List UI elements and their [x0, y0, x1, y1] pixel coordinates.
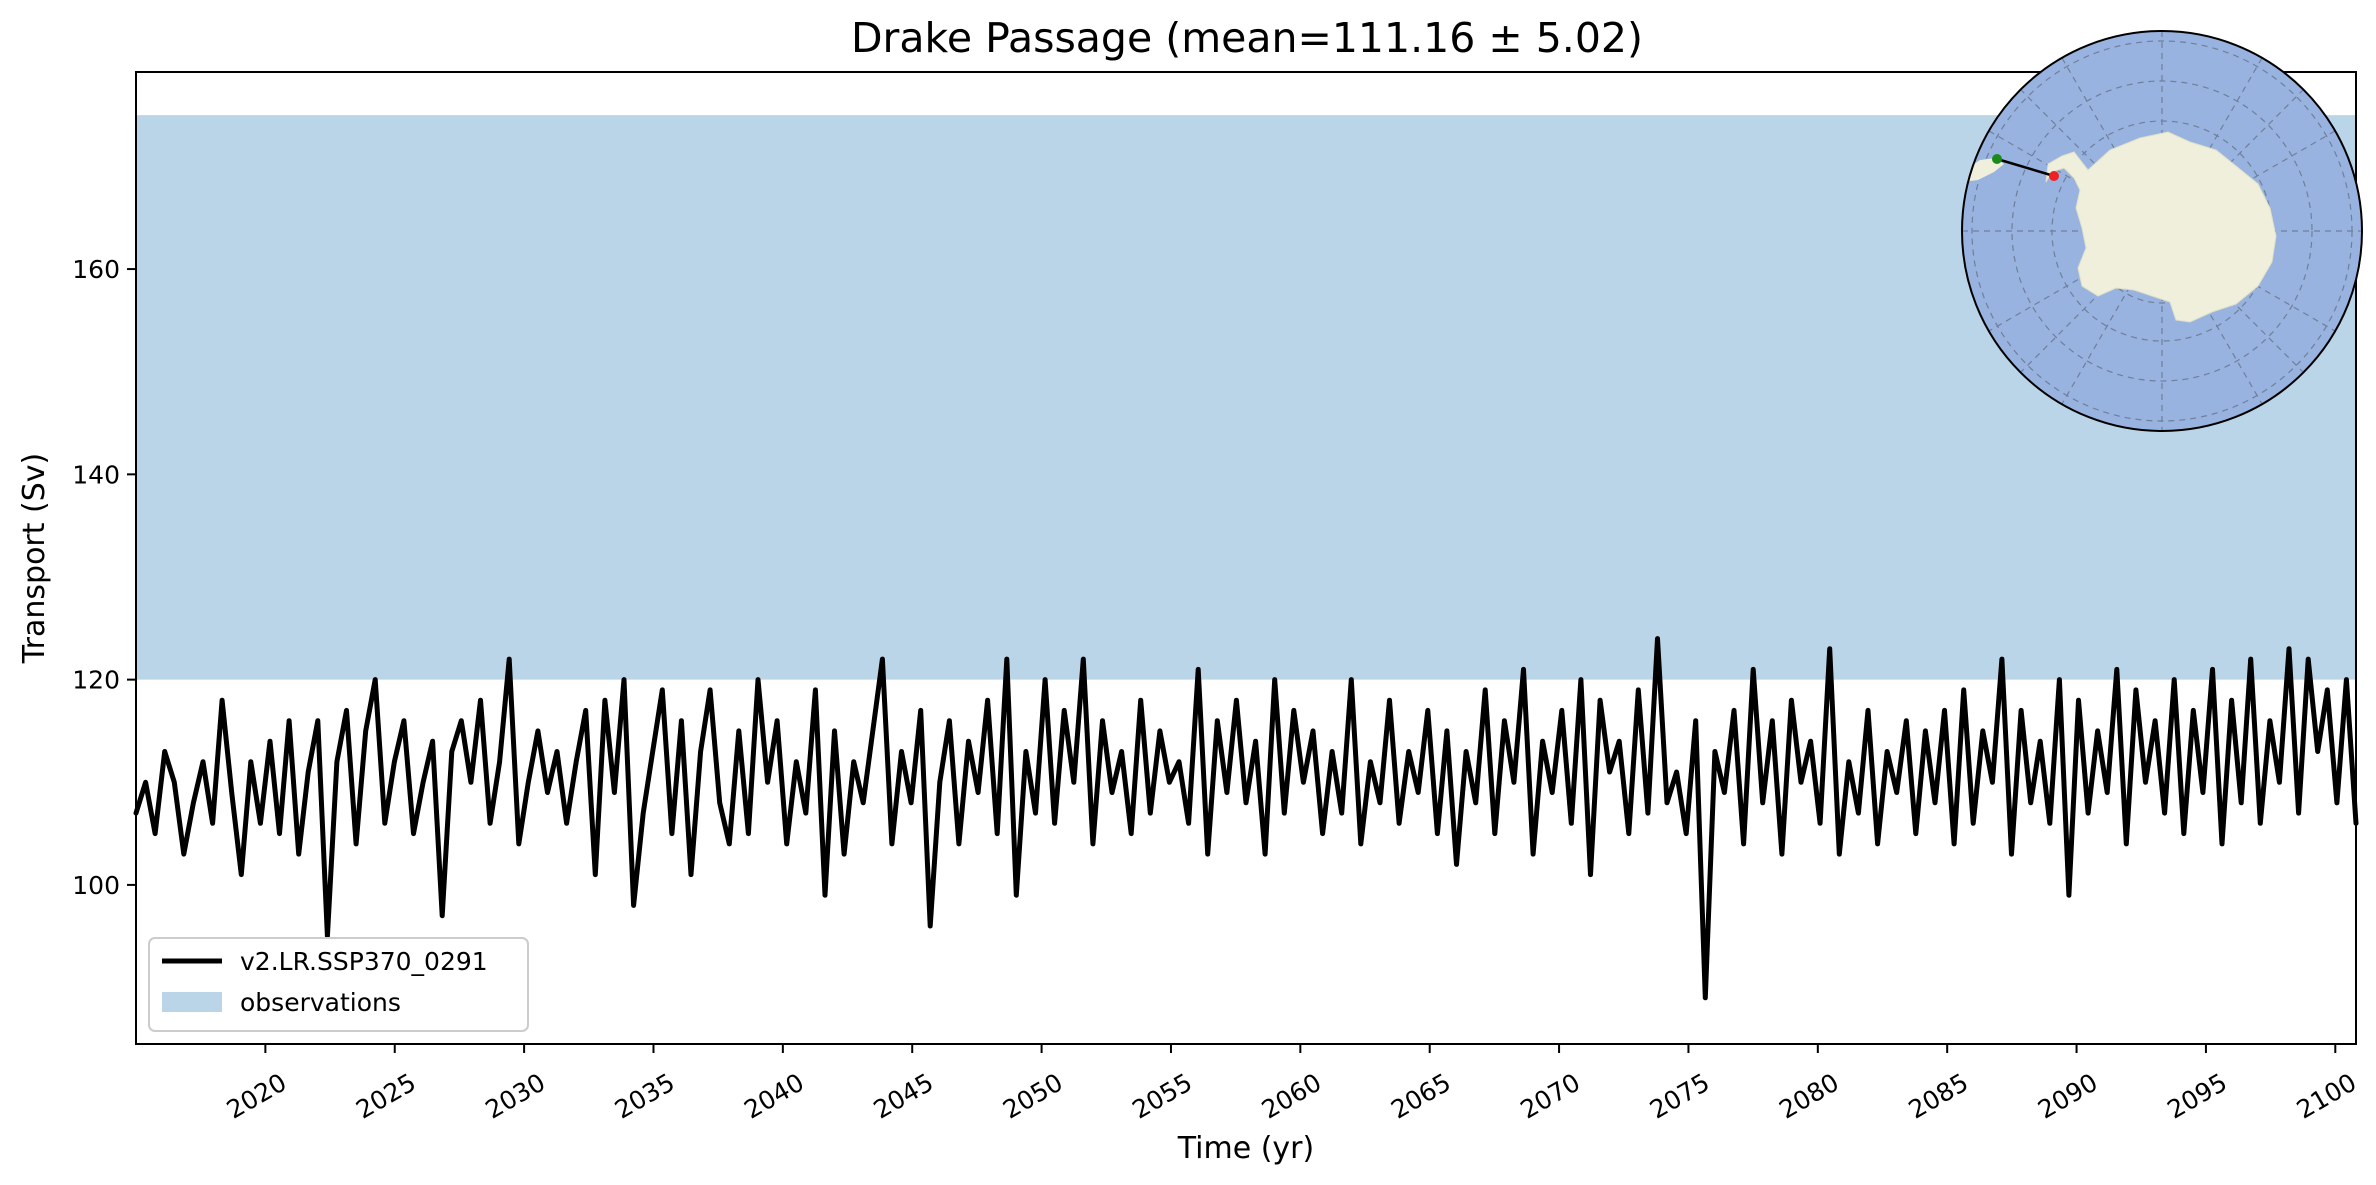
y-tick-label: 160 — [72, 255, 120, 284]
legend-observations-swatch — [162, 992, 222, 1012]
legend: v2.LR.SSP370_0291 observations — [148, 937, 529, 1032]
series-line-v2-lr-ssp370-0291 — [133, 636, 2359, 1001]
chart-title: Drake Passage (mean=111.16 ± 5.02) — [851, 14, 1643, 62]
inset-antarctic-map — [1961, 30, 2363, 432]
legend-label-series: v2.LR.SSP370_0291 — [240, 947, 488, 976]
map-antarctica-landmass — [2045, 131, 2277, 323]
y-axis-label: Transport (Sv) — [17, 453, 52, 665]
plot-frame — [135, 71, 2357, 1045]
legend-box — [148, 937, 529, 1032]
map-section-start-marker — [1992, 154, 2002, 164]
y-tick-label: 100 — [72, 871, 120, 900]
map-section-end-marker — [2049, 171, 2059, 181]
y-axis: 100 120 140 160 — [72, 255, 136, 900]
map-border — [1961, 30, 2363, 432]
map-section-line — [1996, 157, 2055, 178]
y-tick-label: 140 — [72, 460, 120, 489]
map-contents — [1962, 31, 2362, 431]
x-axis-label: Time (yr) — [1177, 1131, 1314, 1166]
map-south-america-tip — [1962, 158, 2004, 182]
legend-label-observations: observations — [240, 988, 401, 1017]
y-tick-label: 120 — [72, 666, 120, 695]
